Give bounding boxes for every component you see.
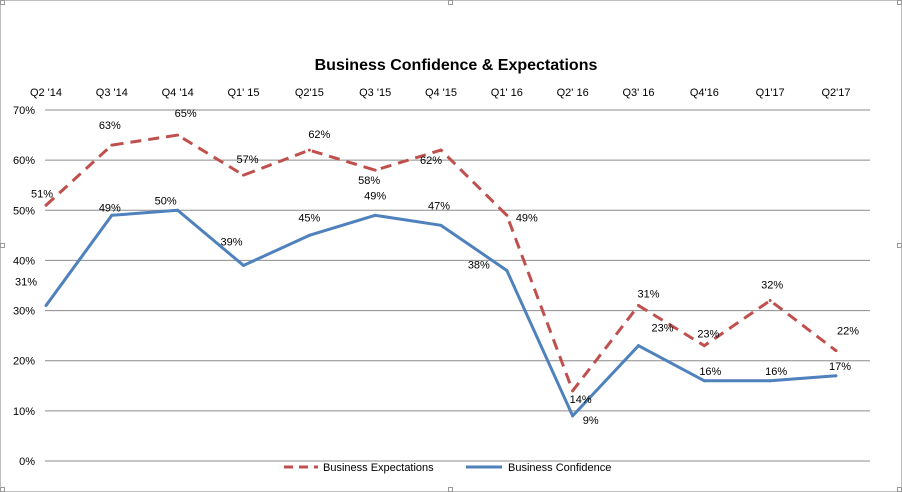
resize-handle-left[interactable] — [0, 243, 5, 248]
x-tick-label: Q1'17 — [756, 87, 785, 99]
y-tick-label: 40% — [13, 255, 35, 267]
data-point — [110, 213, 114, 217]
gridlines — [45, 109, 870, 462]
data-point — [242, 173, 245, 177]
data-point — [176, 133, 180, 137]
data-label: 23% — [651, 323, 673, 335]
data-label: 51% — [31, 188, 53, 200]
data-point — [505, 213, 509, 217]
data-point — [637, 304, 640, 308]
data-point — [637, 344, 640, 348]
data-label: 49% — [516, 212, 538, 224]
y-tick-label: 30% — [13, 306, 35, 318]
legend-label-expectations: Business Expectations — [323, 462, 434, 474]
chart-title: Business Confidence & Expectations — [315, 57, 598, 74]
x-tick-label: Q1' 15 — [227, 87, 259, 99]
x-tick-label: Q3 '14 — [96, 87, 128, 99]
data-label: 62% — [420, 155, 442, 167]
data-point — [242, 263, 245, 267]
x-tick-label: Q4'16 — [690, 87, 719, 99]
data-label: 47% — [428, 200, 450, 212]
x-tick-label: Q2' 16 — [557, 87, 589, 99]
data-label: 49% — [99, 202, 121, 214]
data-label: 65% — [175, 108, 197, 120]
x-tick-label: Q2'15 — [295, 87, 324, 99]
y-tick-label: 70% — [13, 105, 35, 117]
series-line-expectations — [44, 133, 837, 393]
y-axis-tick-labels: 0% 10% 20% 30% 40% 50% 60% 70% — [13, 105, 35, 468]
series-line-confidence — [44, 208, 837, 418]
data-label: 63% — [99, 120, 121, 132]
data-label: 31% — [15, 277, 37, 289]
y-tick-label: 50% — [13, 205, 35, 217]
data-label: 57% — [236, 154, 258, 166]
data-point — [571, 414, 575, 418]
data-label: 16% — [765, 366, 787, 378]
x-tick-label: Q4 '14 — [162, 87, 194, 99]
x-tick-label: Q2 '14 — [30, 87, 62, 99]
data-point — [307, 233, 311, 237]
data-point — [439, 148, 443, 152]
data-label: 16% — [699, 366, 721, 378]
data-label: 14% — [570, 394, 592, 406]
data-label: 45% — [298, 212, 320, 224]
y-tick-label: 60% — [13, 155, 35, 167]
data-point — [44, 203, 48, 207]
data-point — [110, 143, 114, 147]
legend: Business Expectations Business Confidence — [284, 462, 611, 474]
data-label: 58% — [358, 175, 380, 187]
data-label: 39% — [220, 236, 242, 248]
x-axis-tick-labels: Q2 '14 Q3 '14 Q4 '14 Q1' 15 Q2'15 Q3 '15 Q4 '1… — [30, 87, 851, 99]
x-tick-label: Q3 '15 — [359, 87, 391, 99]
data-label: 22% — [837, 326, 859, 338]
data-point — [768, 379, 772, 383]
data-point — [373, 168, 377, 172]
x-tick-label: Q4 '15 — [425, 87, 457, 99]
data-label: 31% — [637, 289, 659, 301]
data-point — [307, 148, 311, 152]
data-point — [571, 389, 575, 393]
data-label: 49% — [364, 190, 386, 202]
y-tick-label: 20% — [13, 356, 35, 368]
data-point — [834, 374, 838, 378]
data-point — [768, 299, 772, 303]
resize-handle-top-left[interactable] — [0, 0, 5, 5]
data-point — [44, 304, 48, 308]
data-point — [176, 208, 180, 212]
data-point — [702, 379, 706, 383]
y-tick-label: 0% — [19, 456, 35, 468]
x-tick-label: Q1' 16 — [491, 87, 523, 99]
resize-handle-top[interactable] — [448, 0, 453, 5]
y-tick-label: 10% — [13, 406, 35, 418]
data-label: 17% — [829, 361, 851, 373]
data-label: 62% — [308, 129, 330, 141]
data-labels: 51% 63% 65% 57% 62% 58% 62% 49% 14% 31% 23% 32% 22% 3… — [15, 108, 859, 427]
data-point — [702, 344, 706, 348]
data-point — [439, 223, 443, 227]
data-label: 50% — [155, 195, 177, 207]
x-tick-label: Q3' 16 — [622, 87, 654, 99]
data-label: 32% — [761, 280, 783, 292]
data-point — [373, 213, 377, 217]
data-label: 23% — [697, 329, 719, 341]
data-point — [834, 349, 838, 353]
data-label: 38% — [468, 259, 490, 271]
data-label: 9% — [583, 415, 599, 427]
series-lines — [44, 133, 838, 418]
x-tick-label: Q2'17 — [821, 87, 850, 99]
legend-label-confidence: Business Confidence — [508, 462, 611, 474]
data-point — [505, 268, 509, 272]
